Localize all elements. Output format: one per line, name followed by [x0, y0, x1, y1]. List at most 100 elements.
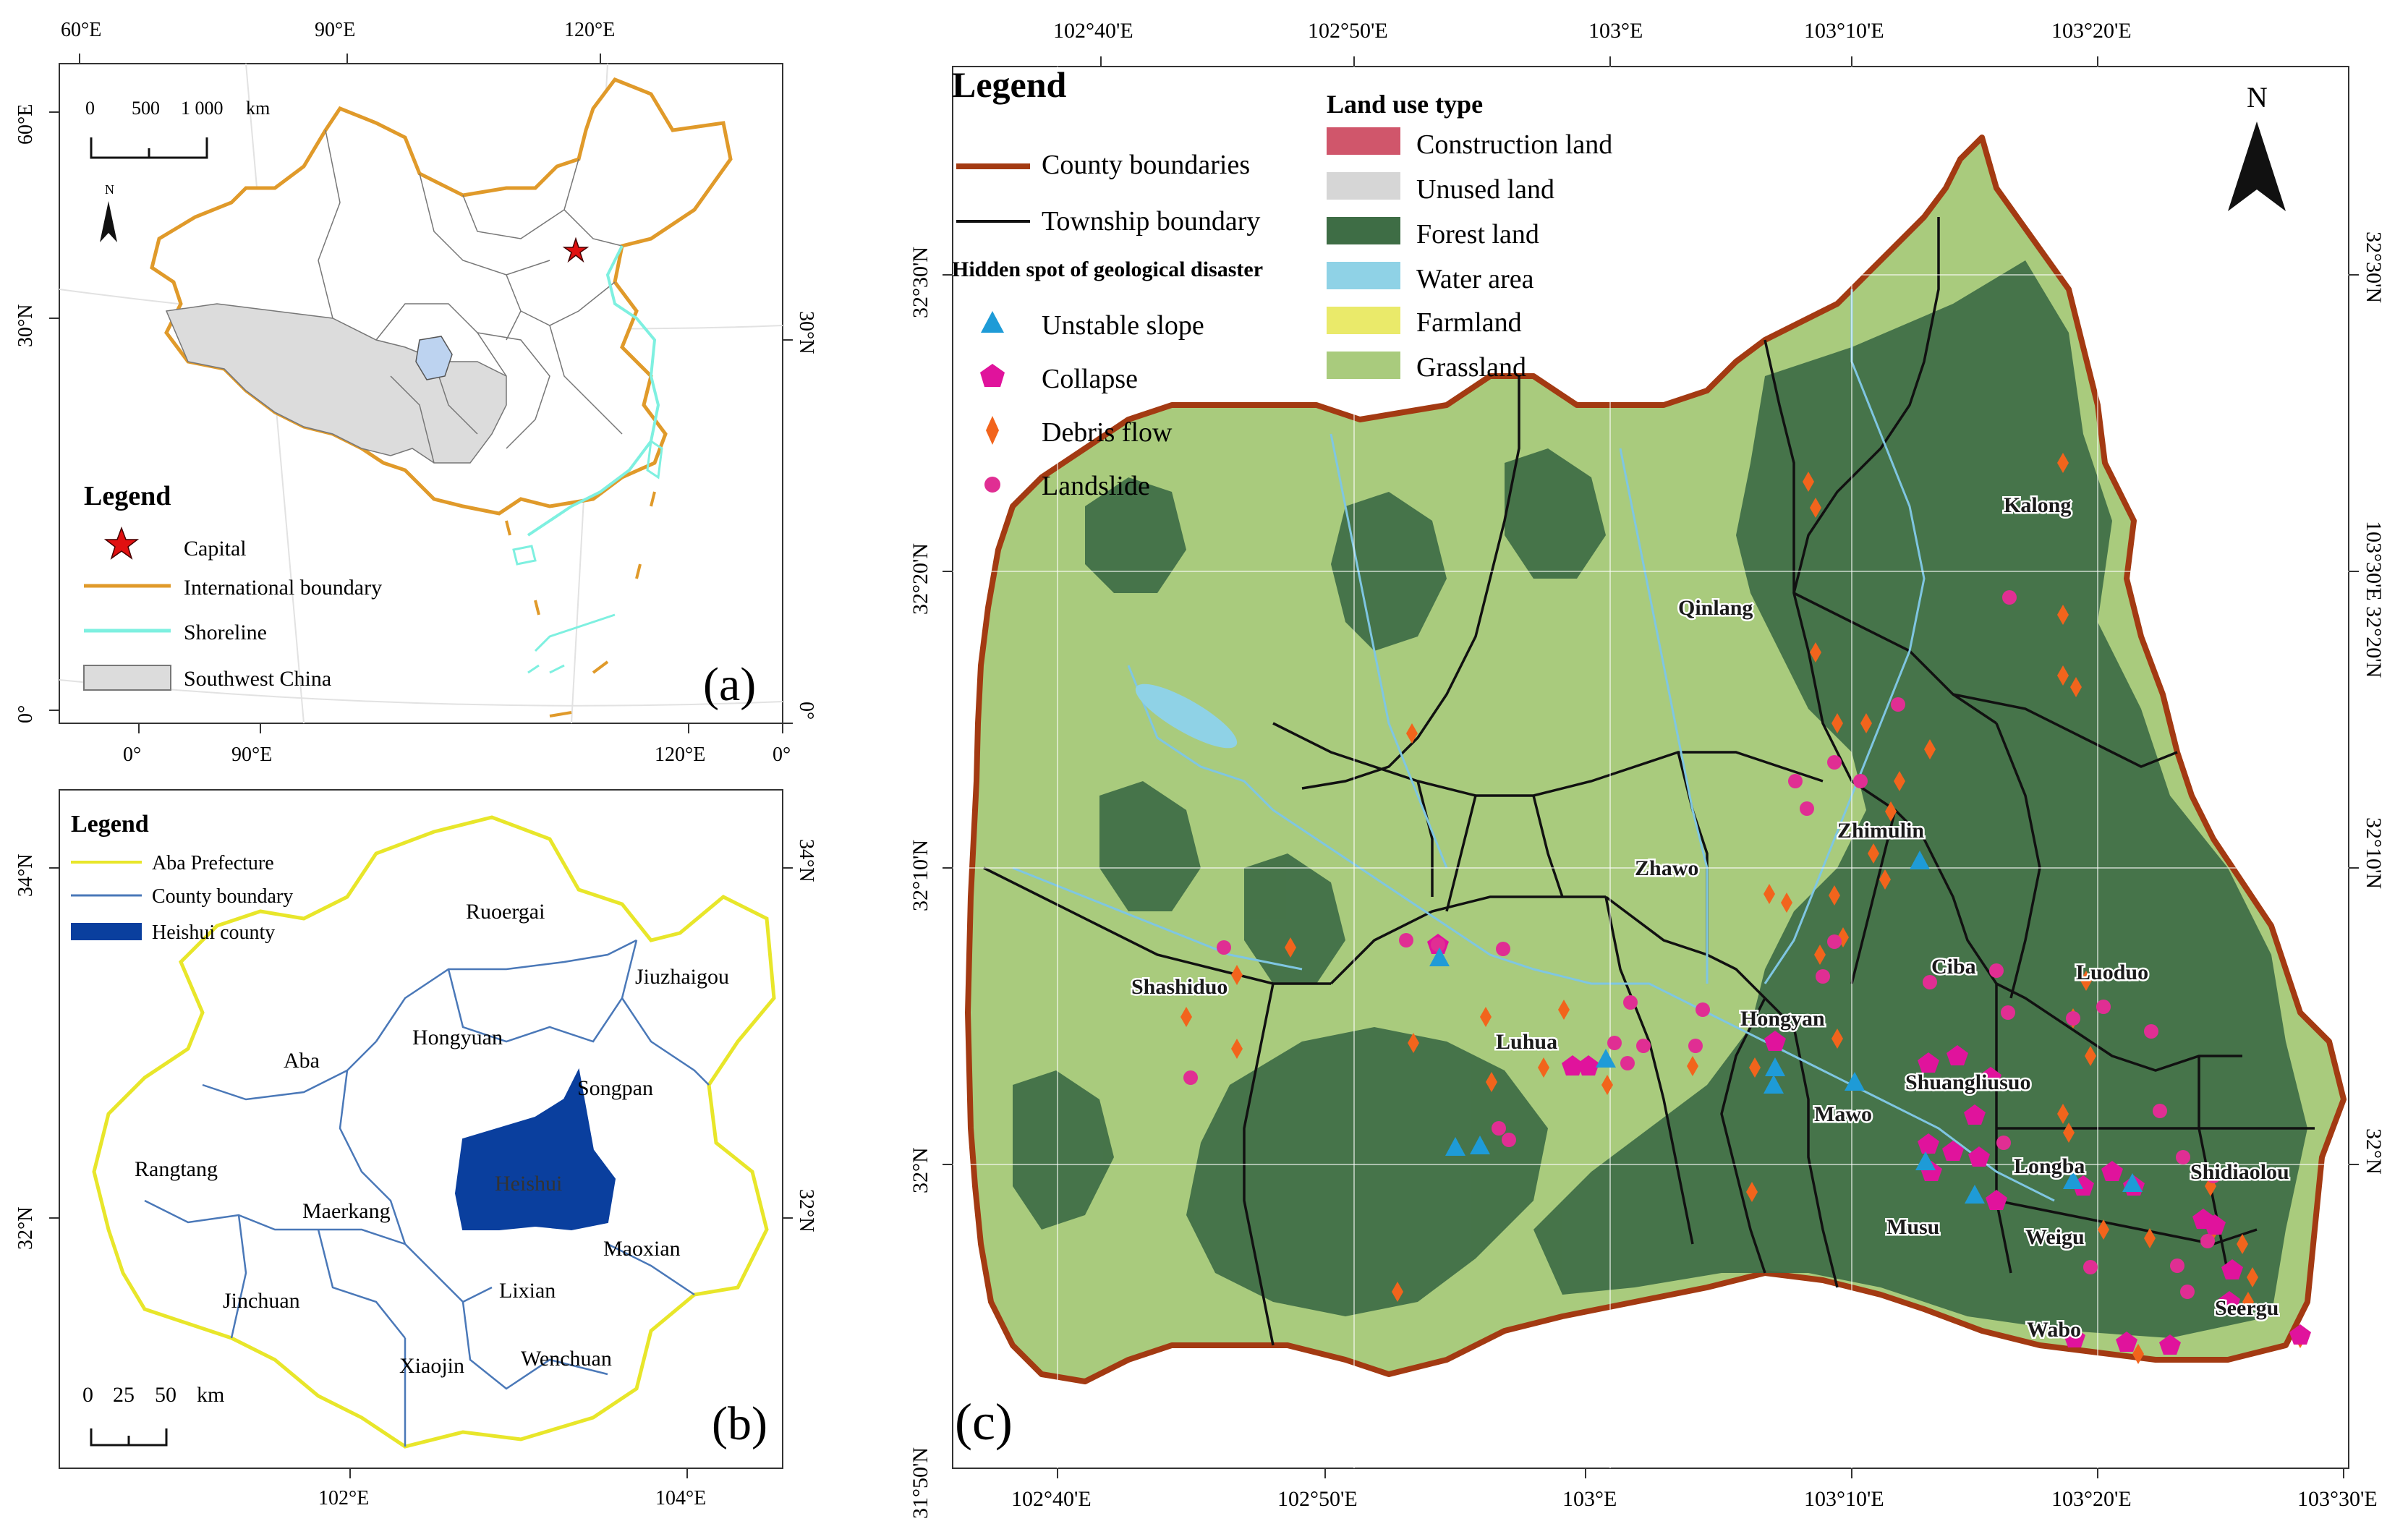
landslide-point: [1623, 995, 1638, 1010]
landslide-point: [1989, 963, 2004, 978]
legend-label-aba: Aba Prefecture: [152, 852, 274, 874]
debris-flow-point: [2237, 1234, 2248, 1254]
capital-star-icon: [562, 237, 590, 263]
scale-label: 0: [82, 1383, 93, 1407]
collapse-point: [2221, 1259, 2243, 1279]
tick-label: 32°N: [795, 1189, 817, 1232]
county-label: Maerkang: [302, 1199, 391, 1223]
county-boundaries-b: [144, 939, 710, 1447]
landslide-point: [1891, 697, 1905, 712]
scale-label: 500: [132, 98, 160, 119]
landslide-point: [1620, 1056, 1635, 1070]
landslide-point: [2206, 1169, 2221, 1183]
tick-label: 32°10'N: [2362, 817, 2386, 889]
scale-label: 50: [155, 1383, 176, 1407]
debris-flow-point: [1406, 723, 1418, 744]
debris-flow-point: [1831, 713, 1843, 733]
debris-flow-point: [1894, 771, 1905, 791]
township-label: Wabo: [2027, 1318, 2081, 1342]
unused-land-swatch: [1327, 172, 1400, 200]
rivers: [1012, 289, 2055, 1202]
grey-box-icon: [83, 665, 171, 691]
tick-label: 103°30'E 32°20'N: [2362, 521, 2386, 678]
landslide-point: [1496, 942, 1510, 956]
tick-label: 32°10'N: [909, 840, 932, 911]
township-label: Longba: [2014, 1154, 2085, 1178]
panel-a-china-map: 0 500 1 000 km N Legend Capital Internat…: [14, 19, 817, 766]
landslide-point: [1399, 933, 1413, 947]
county-label: Jiuzhaigou: [635, 965, 729, 989]
scale-label: km: [197, 1383, 224, 1407]
tick-label: 103°30'E: [2297, 1487, 2378, 1511]
panel-a-legend-title: Legend: [84, 481, 171, 511]
tick-label: 102°50'E: [1277, 1487, 1358, 1511]
debris-flow-point: [1231, 1039, 1243, 1059]
tick-label: 34°N: [14, 854, 37, 897]
scale-label: 25: [113, 1383, 135, 1407]
township-label: Luoduo: [2076, 961, 2148, 984]
tick-label: 30°N: [795, 311, 817, 354]
collapse-point: [1942, 1141, 1964, 1161]
landslide-point: [1183, 1070, 1198, 1085]
township-label: Seergu: [2215, 1296, 2279, 1320]
collapse-point: [2218, 1291, 2240, 1311]
collapse-point: [2159, 1334, 2181, 1355]
debris-flow-point: [1392, 1282, 1403, 1302]
diamond-icon: [986, 416, 999, 445]
tick-label: 32°20'N: [909, 543, 932, 615]
landslide-point: [1607, 1036, 1622, 1050]
debris-flow-point: [1486, 1072, 1497, 1092]
collapse-point: [1947, 1045, 1968, 1065]
tick-label: 32°N: [2362, 1128, 2386, 1175]
panel-c-heishui-county-map: Kalong Qinlang Zhimulin Zhawo Ciba Luodu…: [909, 19, 2386, 1519]
debris-flow-point: [2057, 665, 2069, 686]
debris-flow-point: [1285, 937, 1296, 958]
legend-label-water-area: Water area: [1416, 264, 1534, 294]
province-boundaries: [318, 129, 623, 464]
red-star-icon: [103, 526, 140, 560]
collapse-point: [1764, 1031, 1786, 1051]
collapse-point: [2101, 1161, 2123, 1181]
scale-label: 0: [85, 98, 95, 119]
debris-flow-point: [2247, 1267, 2258, 1287]
unstable-slope-point: [1470, 1136, 1490, 1154]
unstable-slope-point: [2122, 1173, 2143, 1192]
tick-label: 103°20'E: [2051, 19, 2132, 43]
collapse-point: [1578, 1055, 1599, 1076]
tick-label: 104°E: [655, 1487, 706, 1509]
landslide-point: [1502, 1133, 1516, 1147]
legend-label-unused-land: Unused land: [1416, 174, 1554, 205]
township-label: Luhua: [1496, 1030, 1557, 1054]
township-label: Shuangliusuo: [1905, 1070, 2030, 1094]
landslide-point: [2180, 1285, 2195, 1299]
legend-label-landslide: Landslide: [1042, 471, 1150, 501]
debris-flow-point: [1814, 945, 1826, 965]
debris-flow-point: [2144, 1228, 2156, 1248]
collapse-point: [2289, 1324, 2311, 1345]
panel-b-aba-prefecture-map: 0 25 50 km Legend Aba Prefecture County …: [14, 789, 817, 1509]
forest-land-patches: [1013, 260, 2307, 1338]
heishui-county: [454, 1068, 616, 1231]
panel-c-legend-title: Legend: [952, 64, 1067, 105]
township-label: Weigu: [2025, 1225, 2085, 1249]
tick-label: 103°E: [1562, 1487, 1617, 1511]
tick-label: 31°50'N: [909, 1447, 932, 1519]
debris-flow-point: [1408, 1033, 1419, 1053]
tick-label: 32°N: [14, 1207, 37, 1250]
hazard-points: [1180, 453, 2311, 1364]
landslide-point: [1996, 1136, 2011, 1150]
landslide-point: [1827, 934, 1842, 949]
unstable-slope-point: [1845, 1072, 1865, 1091]
debris-flow-point: [1885, 801, 1897, 822]
debris-flow-point: [1180, 1007, 1192, 1027]
unstable-slope-point: [1965, 1185, 1985, 1204]
north-arrow-icon: [100, 201, 117, 242]
circle-icon: [984, 477, 1000, 493]
unstable-slope-point: [1596, 1049, 1616, 1068]
debris-flow-point: [1231, 965, 1243, 985]
tick-label: 120°E: [564, 19, 615, 41]
township-label: Ciba: [1931, 955, 1976, 979]
panel-b-legend-title: Legend: [71, 811, 149, 838]
legend-label-capital: Capital: [184, 537, 247, 561]
